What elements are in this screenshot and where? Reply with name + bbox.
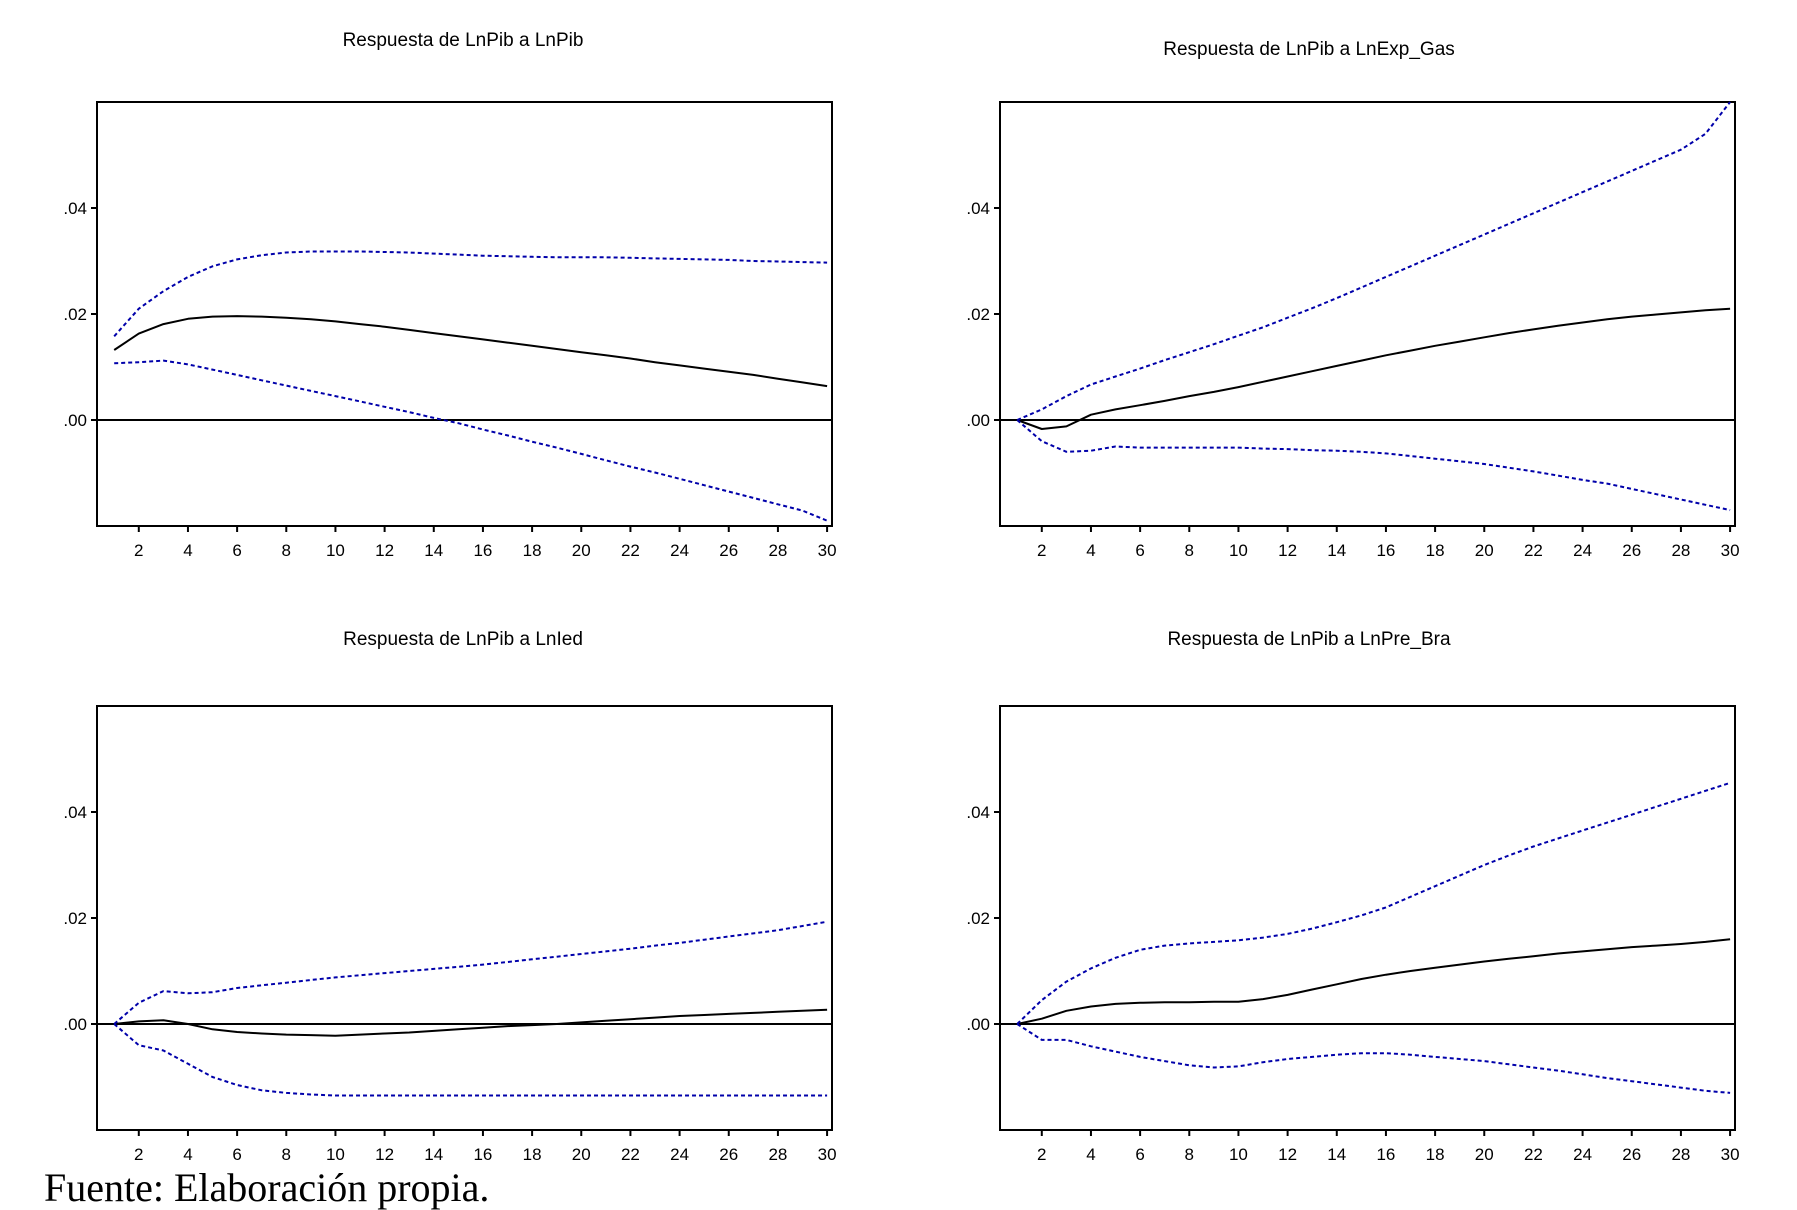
x-tick-label: 16 bbox=[1376, 541, 1395, 560]
response-line bbox=[1016, 938, 1731, 1025]
x-tick-label: 4 bbox=[183, 541, 192, 560]
x-tick-label: 2 bbox=[1037, 541, 1046, 560]
response-line bbox=[113, 315, 828, 388]
panel-lnpib-lnexp-gas: Respuesta de LnPib a LnExp_Gas .04 .02 .00… bbox=[966, 39, 1739, 560]
x-tick-label: 18 bbox=[1426, 541, 1445, 560]
x-tick-label: 14 bbox=[1327, 541, 1346, 560]
confidence-band-line bbox=[113, 1023, 828, 1097]
x-tick-label: 10 bbox=[1229, 1145, 1248, 1164]
x-tick-label: 6 bbox=[232, 541, 241, 560]
x-tick-label: 4 bbox=[1086, 1145, 1095, 1164]
x-tick-label: 10 bbox=[326, 541, 345, 560]
x-tick-label: 8 bbox=[1185, 1145, 1194, 1164]
x-tick-label: 14 bbox=[424, 541, 443, 560]
x-tick-label: 26 bbox=[1622, 1145, 1641, 1164]
x-tick-label: 16 bbox=[1376, 1145, 1395, 1164]
x-tick-label: 18 bbox=[1426, 1145, 1445, 1164]
chart-title: Respuesta de LnPib a LnExp_Gas bbox=[1163, 39, 1455, 60]
x-tick-label: 24 bbox=[1573, 1145, 1592, 1164]
x-tick-label: 22 bbox=[621, 541, 640, 560]
x-tick-label: 16 bbox=[473, 1145, 492, 1164]
response-line bbox=[114, 1008, 828, 1037]
y-tick-label: .00 bbox=[63, 1015, 87, 1034]
x-tick-label: 24 bbox=[670, 541, 689, 560]
x-tick-label: 12 bbox=[375, 541, 394, 560]
x-tick-label: 22 bbox=[1524, 541, 1543, 560]
confidence-band-line bbox=[114, 359, 828, 522]
x-tick-label: 6 bbox=[232, 1145, 241, 1164]
panel-lnpib-lnpib: Respuesta de LnPib a LnPib .04.02.002 4 6 8… bbox=[63, 30, 836, 560]
x-tick-label: 10 bbox=[1229, 541, 1248, 560]
y-tick-label: .00 bbox=[63, 411, 87, 430]
confidence-band-line bbox=[1016, 101, 1731, 421]
x-tick-label: 28 bbox=[1671, 1145, 1690, 1164]
y-tick-label: .04 bbox=[63, 199, 87, 218]
x-tick-label: 8 bbox=[1185, 541, 1194, 560]
confidence-band-line bbox=[1016, 1023, 1731, 1094]
x-tick-label: 22 bbox=[621, 1145, 640, 1164]
y-tick-label: .02 bbox=[63, 305, 87, 324]
y-tick-label: .00 bbox=[966, 1015, 990, 1034]
x-tick-label: 26 bbox=[719, 1145, 738, 1164]
plot-frame bbox=[96, 705, 833, 1131]
x-tick-label: 12 bbox=[1278, 541, 1297, 560]
y-tick-label: .02 bbox=[966, 305, 990, 324]
x-tick-label: 8 bbox=[282, 1145, 291, 1164]
y-tick-label: .04 bbox=[966, 199, 990, 218]
x-tick-label: 14 bbox=[424, 1145, 443, 1164]
x-tick-label: 14 bbox=[1327, 1145, 1346, 1164]
x-tick-label: 18 bbox=[523, 541, 542, 560]
x-tick-label: 6 bbox=[1135, 1145, 1144, 1164]
plot-frame bbox=[999, 101, 1736, 527]
x-tick-label: 16 bbox=[473, 541, 492, 560]
x-tick-label: 8 bbox=[282, 541, 291, 560]
x-tick-label: 22 bbox=[1524, 1145, 1543, 1164]
x-tick-label: 20 bbox=[1475, 541, 1494, 560]
x-tick-label: 30 bbox=[818, 1145, 837, 1164]
x-tick-label: 12 bbox=[1278, 1145, 1297, 1164]
x-tick-label: 30 bbox=[1721, 1145, 1740, 1164]
confidence-band-line bbox=[113, 920, 828, 1025]
x-tick-label: 30 bbox=[1721, 541, 1740, 560]
y-tick-label: .02 bbox=[966, 909, 990, 928]
x-tick-label: 6 bbox=[1135, 541, 1144, 560]
x-tick-label: 10 bbox=[326, 1145, 345, 1164]
response-line bbox=[1016, 307, 1731, 430]
x-tick-label: 4 bbox=[183, 1145, 192, 1164]
confidence-band-line bbox=[1016, 419, 1731, 512]
y-tick-label: .04 bbox=[966, 803, 990, 822]
x-tick-label: 24 bbox=[670, 1145, 689, 1164]
x-tick-label: 2 bbox=[1037, 1145, 1046, 1164]
y-tick-label: .04 bbox=[63, 803, 87, 822]
x-tick-label: 30 bbox=[818, 541, 837, 560]
chart-title: Respuesta de LnPib a LnPib bbox=[343, 30, 584, 51]
confidence-band-line bbox=[113, 250, 828, 337]
x-tick-label: 12 bbox=[375, 1145, 394, 1164]
x-tick-label: 28 bbox=[768, 1145, 787, 1164]
x-tick-label: 2 bbox=[134, 541, 143, 560]
plot-frame bbox=[999, 705, 1736, 1131]
x-tick-label: 18 bbox=[523, 1145, 542, 1164]
chart-title: Respuesta de LnPib a LnIed bbox=[343, 629, 583, 650]
panel-lnpib-lnpre-bra: Respuesta de LnPib a LnPre_Bra .04 .02 .00… bbox=[966, 629, 1739, 1164]
y-tick-label: .00 bbox=[966, 411, 990, 430]
x-tick-label: 26 bbox=[1622, 541, 1641, 560]
x-tick-label: 2 bbox=[134, 1145, 143, 1164]
x-tick-label: 26 bbox=[719, 541, 738, 560]
x-tick-label: 20 bbox=[572, 1145, 591, 1164]
source-note: Fuente: Elaboración propia. bbox=[44, 1165, 490, 1210]
x-tick-label: 24 bbox=[1573, 541, 1592, 560]
x-tick-label: 20 bbox=[1475, 1145, 1494, 1164]
x-tick-label: 28 bbox=[768, 541, 787, 560]
confidence-band-line bbox=[1016, 781, 1731, 1025]
plot-frame bbox=[96, 101, 833, 527]
x-tick-label: 28 bbox=[1671, 541, 1690, 560]
y-tick-label: .02 bbox=[63, 909, 87, 928]
panel-lnpib-lnied: Respuesta de LnPib a LnIed .04.02.002 4 6 8… bbox=[63, 629, 836, 1164]
chart-title: Respuesta de LnPib a LnPre_Bra bbox=[1167, 629, 1451, 650]
x-tick-label: 20 bbox=[572, 541, 591, 560]
x-tick-label: 4 bbox=[1086, 541, 1095, 560]
